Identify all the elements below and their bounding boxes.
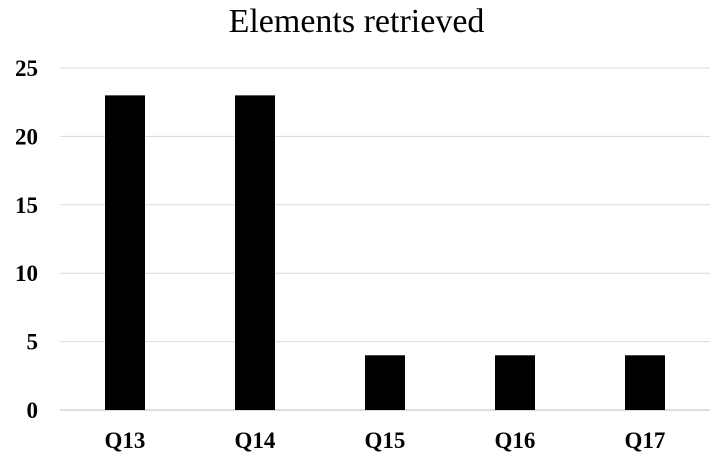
x-tick-label-q13: Q13 <box>105 428 146 453</box>
bars <box>105 95 665 411</box>
gridlines <box>60 67 710 411</box>
y-tick-label-0: 0 <box>27 398 39 423</box>
bar-q15 <box>365 355 405 410</box>
y-tick-label-25: 25 <box>15 56 38 81</box>
chart-title: Elements retrieved <box>229 3 485 40</box>
y-axis-ticks: 0 5 10 15 20 25 <box>15 56 38 423</box>
x-tick-label-q17: Q17 <box>625 428 666 453</box>
bar-q14 <box>235 95 275 411</box>
bar-q16 <box>495 355 535 410</box>
x-tick-label-q14: Q14 <box>235 428 276 453</box>
x-tick-label-q16: Q16 <box>495 428 536 453</box>
bar-q17 <box>625 355 665 410</box>
y-tick-label-20: 20 <box>15 124 38 149</box>
y-tick-label-10: 10 <box>15 261 38 286</box>
bar-q13 <box>105 95 145 411</box>
y-tick-label-5: 5 <box>27 330 39 355</box>
x-axis-ticks: Q13 Q14 Q15 Q16 Q17 <box>105 428 666 453</box>
x-tick-label-q15: Q15 <box>365 428 406 453</box>
y-tick-label-15: 15 <box>15 193 38 218</box>
